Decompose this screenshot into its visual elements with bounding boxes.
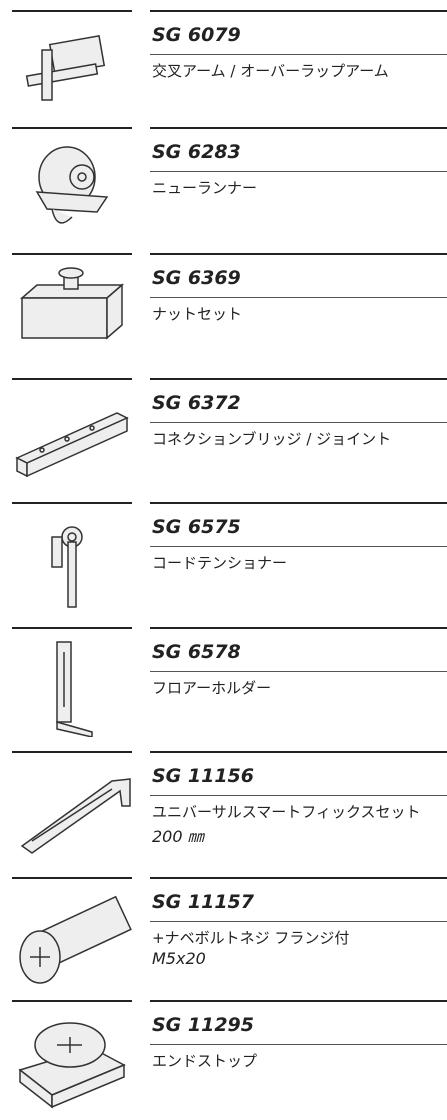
separator [12,751,132,753]
underline [150,546,447,547]
item-row: SG 6575 コードテンショナー [0,502,447,622]
item-description: コードテンショナー [152,554,288,572]
separator [12,127,132,129]
product-image [18,1022,126,1109]
separator [12,877,132,879]
item-code: SG 6079 [152,24,241,46]
item-code: SG 11156 [152,765,254,787]
separator [150,877,447,879]
product-image [35,146,109,224]
separator [150,627,447,629]
product-image [15,412,129,478]
item-detail: M5x20 [152,949,206,968]
item-row: SG 11157 +ナベボルトネジ フランジ付 M5x20 [0,877,447,997]
product-image [19,267,125,340]
separator [12,1000,132,1002]
underline [150,422,447,423]
item-row: SG 6369 ナットセット [0,253,447,373]
item-description: フロアーホルダー [152,679,272,697]
item-code: SG 11157 [152,891,254,913]
separator [12,378,132,380]
separator [150,502,447,504]
separator [150,127,447,129]
item-code: SG 11295 [152,1014,254,1036]
underline [150,171,447,172]
separator [150,378,447,380]
item-code: SG 6369 [152,267,241,289]
item-description: +ナベボルトネジ フランジ付 [152,929,350,947]
product-image [19,895,132,984]
item-row: SG 6079 交叉アーム / オーバーラップアーム [0,10,447,130]
item-row: SG 6372 コネクションブリッジ / ジョイント [0,378,447,498]
product-image [20,778,131,854]
underline [150,921,447,922]
item-description: ニューランナー [152,179,258,197]
item-code: SG 6372 [152,392,241,414]
product-image [25,35,106,101]
underline [150,795,447,796]
product-image [51,526,83,608]
item-description: ユニバーサルスマートフィックスセット [152,803,421,821]
item-row: SG 6283 ニューランナー [0,127,447,247]
item-row: SG 6578 フロアーホルダー [0,627,447,747]
underline [150,54,447,55]
product-image [56,641,93,737]
item-description: エンドストップ [152,1052,258,1070]
item-description: ナットセット [152,305,243,323]
item-row: SG 11156 ユニバーサルスマートフィックスセット 200 ㎜ [0,751,447,871]
separator [12,10,132,12]
underline [150,297,447,298]
separator [150,751,447,753]
item-code: SG 6575 [152,516,241,538]
item-detail: 200 ㎜ [152,827,204,846]
item-code: SG 6283 [152,141,241,163]
separator [12,253,132,255]
underline [150,1044,447,1045]
item-description: コネクションブリッジ / ジョイント [152,430,392,448]
item-row: SG 11295 エンドストップ [0,1000,447,1120]
separator [150,1000,447,1002]
separator [12,627,132,629]
separator [12,502,132,504]
underline [150,671,447,672]
separator [150,253,447,255]
item-description: 交叉アーム / オーバーラップアーム [152,62,389,80]
separator [150,10,447,12]
item-code: SG 6578 [152,641,241,663]
